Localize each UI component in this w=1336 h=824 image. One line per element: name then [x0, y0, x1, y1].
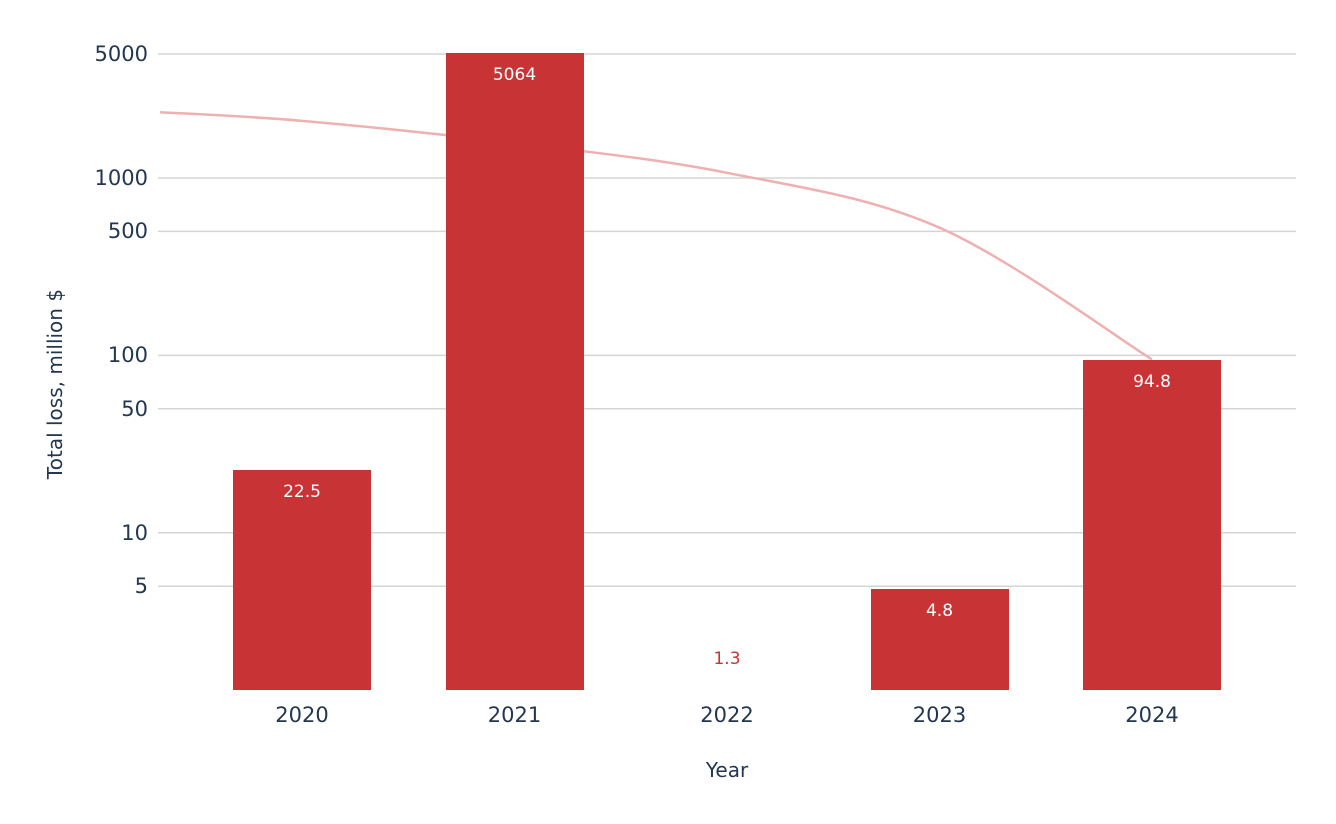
bar-value-label-2023: 4.8 [925, 601, 954, 622]
bar-value-label-2024: 94.8 [1133, 371, 1171, 392]
y-tick-5: 5 [134, 574, 148, 599]
x-tick-2024: 2024 [1125, 703, 1179, 727]
x-tick-2020: 2020 [275, 703, 329, 727]
y-tick-500: 500 [107, 219, 148, 244]
bar-2023[interactable] [870, 589, 1009, 690]
y-tick-10: 10 [121, 520, 148, 545]
x-tick-2023: 2023 [912, 703, 967, 727]
y-tick-100: 100 [107, 343, 148, 368]
x-tick-2022: 2022 [700, 703, 754, 727]
bar-value-label-2021: 5064 [492, 65, 537, 85]
bar-value-label-2022: 1.3 [713, 649, 741, 669]
bar-value-label-2020: 22.5 [283, 482, 321, 503]
y-tick-1000: 1000 [94, 166, 148, 190]
bar-2020[interactable] [233, 470, 371, 690]
x-axis-title: Year [705, 758, 749, 782]
bar-2021[interactable] [445, 53, 584, 690]
bar-2024[interactable] [1083, 359, 1221, 690]
y-tick-5000: 5000 [94, 42, 148, 67]
y-axis-title: Total loss, million $ [43, 288, 67, 480]
x-tick-2021: 2021 [487, 703, 542, 727]
trend-line [159, 110, 1153, 361]
y-tick-50: 50 [121, 396, 148, 421]
